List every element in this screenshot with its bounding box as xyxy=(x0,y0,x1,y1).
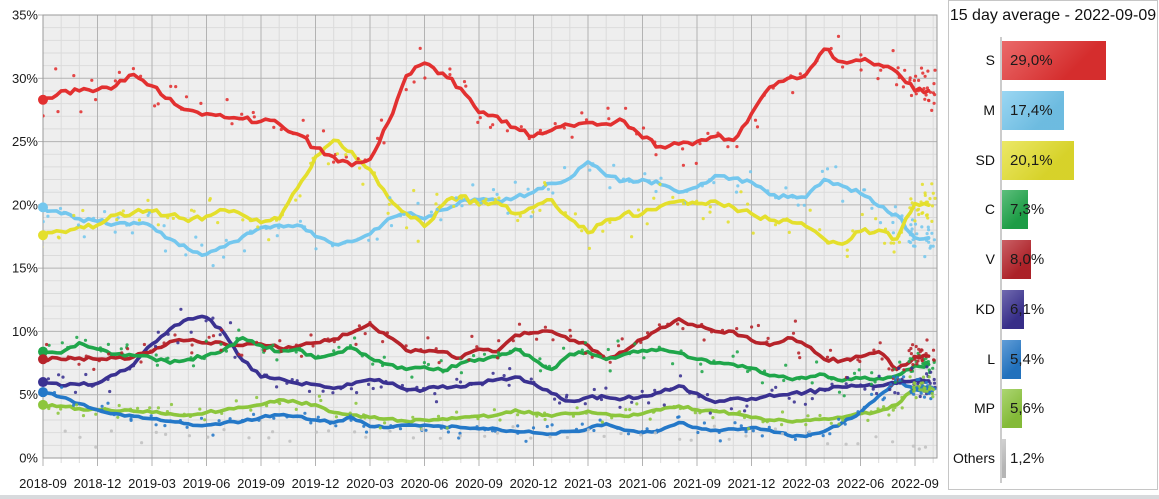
legend-party-label: M xyxy=(983,101,995,118)
x-axis-labels: 2018-09 2018-12 2019-03 2019-06 2019-09 2019-… xyxy=(19,476,939,491)
poll-dots-mp xyxy=(47,375,936,431)
legend-title: 15 day average - 2022-09-09 xyxy=(949,7,1157,24)
start-marker-m xyxy=(38,202,48,213)
poll-dots-s xyxy=(43,34,937,167)
legend-value-label: 7,3% xyxy=(1010,201,1045,219)
poll-dots-m xyxy=(43,162,937,268)
y-tick-label: 5% xyxy=(19,387,38,402)
x-tick-label: 2019-06 xyxy=(183,476,231,491)
legend-value-bar xyxy=(1002,339,1022,379)
legend-value-label: 1,2% xyxy=(1010,450,1045,467)
y-tick-label: 15% xyxy=(12,261,38,276)
poll-dots-v xyxy=(45,319,936,387)
chart-area: 0% 5% 10% 15% 20% 25% 30% 35% 2018-09 2018-12 2019… xyxy=(12,8,939,491)
x-tick-label: 2021-06 xyxy=(619,476,667,491)
legend-row-l: L 5,4% xyxy=(949,339,1157,379)
y-tick-label: 20% xyxy=(12,197,38,212)
x-tick-label: 2021-03 xyxy=(564,476,612,491)
x-tick-label: 2022-06 xyxy=(837,476,885,491)
poll-dots-others xyxy=(63,424,928,451)
legend-value-bar xyxy=(1002,289,1024,329)
start-marker-l xyxy=(38,387,48,398)
legend-value-bar xyxy=(1002,190,1029,230)
legend-panel: 15 day average - 2022-09-09 S 29,0% M 17,4%… xyxy=(948,0,1158,490)
legend-party-label: S xyxy=(985,52,995,68)
x-tick-label: 2021-12 xyxy=(728,476,776,491)
legend-value-bar xyxy=(1002,140,1074,180)
y-axis-labels: 0% 5% 10% 15% 20% 25% 30% 35% xyxy=(12,8,38,466)
y-tick-label: 10% xyxy=(12,324,38,339)
legend-value-bar xyxy=(1002,389,1023,429)
x-tick-label: 2019-12 xyxy=(292,476,340,491)
trend-line-c xyxy=(43,336,931,383)
trend-line-s xyxy=(43,47,931,168)
legend-row-v: V 8,0% xyxy=(949,240,1157,279)
x-tick-label: 2020-09 xyxy=(455,476,503,491)
start-marker-kd xyxy=(38,377,48,388)
legend-party-label: C xyxy=(984,201,995,218)
legend-row-m: M 17,4% xyxy=(949,90,1157,130)
legend-row-s: S 29,0% xyxy=(949,41,1157,80)
legend-row-kd: KD 6,1% xyxy=(949,289,1157,329)
legend-party-label: Others xyxy=(952,450,995,466)
legend-party-label: KD xyxy=(975,300,995,317)
x-tick-label: 2019-09 xyxy=(237,476,285,491)
legend-value-label: 6,1% xyxy=(1010,300,1045,318)
legend-party-label: SD xyxy=(975,151,995,168)
legend-party-label: L xyxy=(987,350,995,367)
legend-value-label: 17,4% xyxy=(1010,101,1053,119)
poll-dots-sd xyxy=(43,152,937,258)
x-tick-label: 2018-12 xyxy=(74,476,122,491)
legend-value-label: 20,1% xyxy=(1010,151,1053,169)
y-tick-label: 0% xyxy=(19,451,38,466)
x-tick-label: 2021-09 xyxy=(673,476,721,491)
start-marker-s xyxy=(38,94,48,105)
y-tick-label: 30% xyxy=(12,71,38,86)
legend-value-bar xyxy=(1002,439,1007,478)
start-marker-c xyxy=(38,346,48,357)
x-tick-label: 2020-12 xyxy=(510,476,558,491)
legend-axis-line xyxy=(1000,37,1002,483)
start-marker-sd xyxy=(38,230,48,241)
legend-party-label: MP xyxy=(974,400,995,417)
start-marker-mp xyxy=(38,399,48,410)
legend-value-label: 5,4% xyxy=(1010,350,1045,368)
trend-line-kd xyxy=(43,314,931,405)
x-tick-label: 2018-09 xyxy=(19,476,67,491)
legend-party-label: V xyxy=(985,251,995,267)
x-tick-label: 2022-09 xyxy=(891,476,939,491)
legend-row-mp: MP 5,6% xyxy=(949,389,1157,429)
legend-value-bar xyxy=(1002,90,1065,130)
x-tick-label: 2020-03 xyxy=(346,476,394,491)
legend-value-label: 8,0% xyxy=(1010,251,1045,268)
legend-row-c: C 7,3% xyxy=(949,190,1157,230)
legend-value-label: 29,0% xyxy=(1010,52,1053,69)
y-tick-label: 35% xyxy=(12,8,38,23)
trend-line-sd xyxy=(43,138,931,246)
legend-row-others: Others 1,2% xyxy=(949,439,1157,478)
x-tick-label: 2019-03 xyxy=(128,476,176,491)
x-tick-label: 2022-03 xyxy=(782,476,830,491)
y-tick-label: 25% xyxy=(12,134,38,149)
legend-row-sd: SD 20,1% xyxy=(949,140,1157,180)
plot-background xyxy=(43,15,937,458)
legend-value-bar xyxy=(1002,240,1031,279)
window-bottom-edge xyxy=(0,495,1159,499)
legend-value-label: 5,6% xyxy=(1010,400,1045,418)
trend-line-v xyxy=(43,317,931,372)
legend-value-bar xyxy=(1002,41,1106,80)
x-tick-label: 2020-06 xyxy=(401,476,449,491)
poll-trend-chart: 0% 5% 10% 15% 20% 25% 30% 35% 2018-09 2018-12 2019… xyxy=(12,8,939,491)
start-marker-v xyxy=(38,354,48,365)
